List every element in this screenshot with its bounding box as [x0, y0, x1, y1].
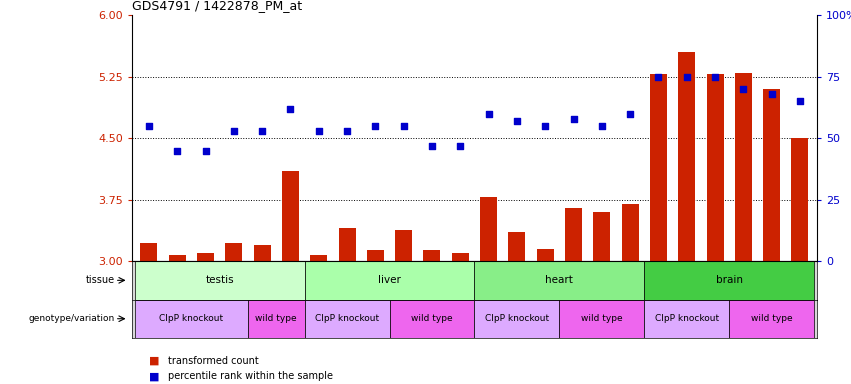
Point — [510, 118, 523, 124]
Bar — [763, 89, 780, 261]
Point — [793, 98, 807, 104]
Bar — [650, 74, 667, 261]
Text: wild type: wild type — [255, 314, 297, 323]
Point — [340, 128, 354, 134]
Text: ClpP knockout: ClpP knockout — [315, 314, 379, 323]
Bar — [311, 255, 328, 261]
Bar — [395, 230, 412, 261]
Point — [198, 147, 212, 154]
Text: wild type: wild type — [581, 314, 623, 323]
Bar — [480, 197, 497, 261]
Text: liver: liver — [378, 275, 401, 285]
Bar — [678, 52, 695, 261]
Point — [482, 111, 495, 117]
Bar — [537, 249, 554, 261]
Point — [680, 74, 694, 80]
Bar — [706, 74, 723, 261]
Bar — [729, 300, 814, 338]
Bar — [474, 261, 644, 300]
Text: ClpP knockout: ClpP knockout — [654, 314, 719, 323]
Bar — [339, 228, 356, 261]
Text: ■: ■ — [149, 371, 159, 381]
Text: percentile rank within the sample: percentile rank within the sample — [168, 371, 333, 381]
Bar — [621, 204, 638, 261]
Bar — [197, 253, 214, 261]
Bar — [134, 261, 305, 300]
Point — [255, 128, 269, 134]
Bar — [367, 250, 384, 261]
Text: testis: testis — [205, 275, 234, 285]
Point — [539, 123, 552, 129]
Text: wild type: wild type — [751, 314, 792, 323]
Point — [170, 147, 184, 154]
Point — [567, 116, 580, 122]
Point — [227, 128, 241, 134]
Text: ClpP knockout: ClpP knockout — [485, 314, 549, 323]
Bar — [593, 212, 610, 261]
Point — [595, 123, 608, 129]
Point — [652, 74, 665, 80]
Bar — [248, 300, 305, 338]
Point — [397, 123, 410, 129]
Bar — [644, 261, 814, 300]
Point — [737, 86, 751, 92]
Point — [312, 128, 326, 134]
Bar — [305, 300, 390, 338]
Point — [708, 74, 722, 80]
Bar — [168, 255, 186, 261]
Text: ■: ■ — [149, 356, 159, 366]
Bar — [254, 245, 271, 261]
Bar — [508, 232, 525, 261]
Text: GDS4791 / 1422878_PM_at: GDS4791 / 1422878_PM_at — [132, 0, 302, 12]
Text: wild type: wild type — [411, 314, 453, 323]
Point — [454, 142, 467, 149]
Text: ClpP knockout: ClpP knockout — [159, 314, 224, 323]
Bar — [282, 171, 299, 261]
Text: transformed count: transformed count — [168, 356, 259, 366]
Point — [142, 123, 156, 129]
Point — [623, 111, 637, 117]
Text: heart: heart — [545, 275, 574, 285]
Text: tissue: tissue — [86, 275, 115, 285]
Bar — [390, 300, 474, 338]
Point — [283, 106, 297, 112]
Point — [426, 142, 439, 149]
Bar — [140, 243, 157, 261]
Bar — [735, 73, 751, 261]
Text: genotype/variation: genotype/variation — [29, 314, 115, 323]
Bar — [474, 300, 559, 338]
Text: brain: brain — [716, 275, 743, 285]
Point — [765, 91, 779, 97]
Bar — [644, 300, 729, 338]
Bar — [559, 300, 644, 338]
Bar — [452, 253, 469, 261]
Bar — [305, 261, 474, 300]
Bar — [134, 300, 248, 338]
Point — [368, 123, 382, 129]
Bar — [791, 138, 808, 261]
Bar — [226, 243, 243, 261]
Bar — [565, 208, 582, 261]
Bar — [424, 250, 441, 261]
